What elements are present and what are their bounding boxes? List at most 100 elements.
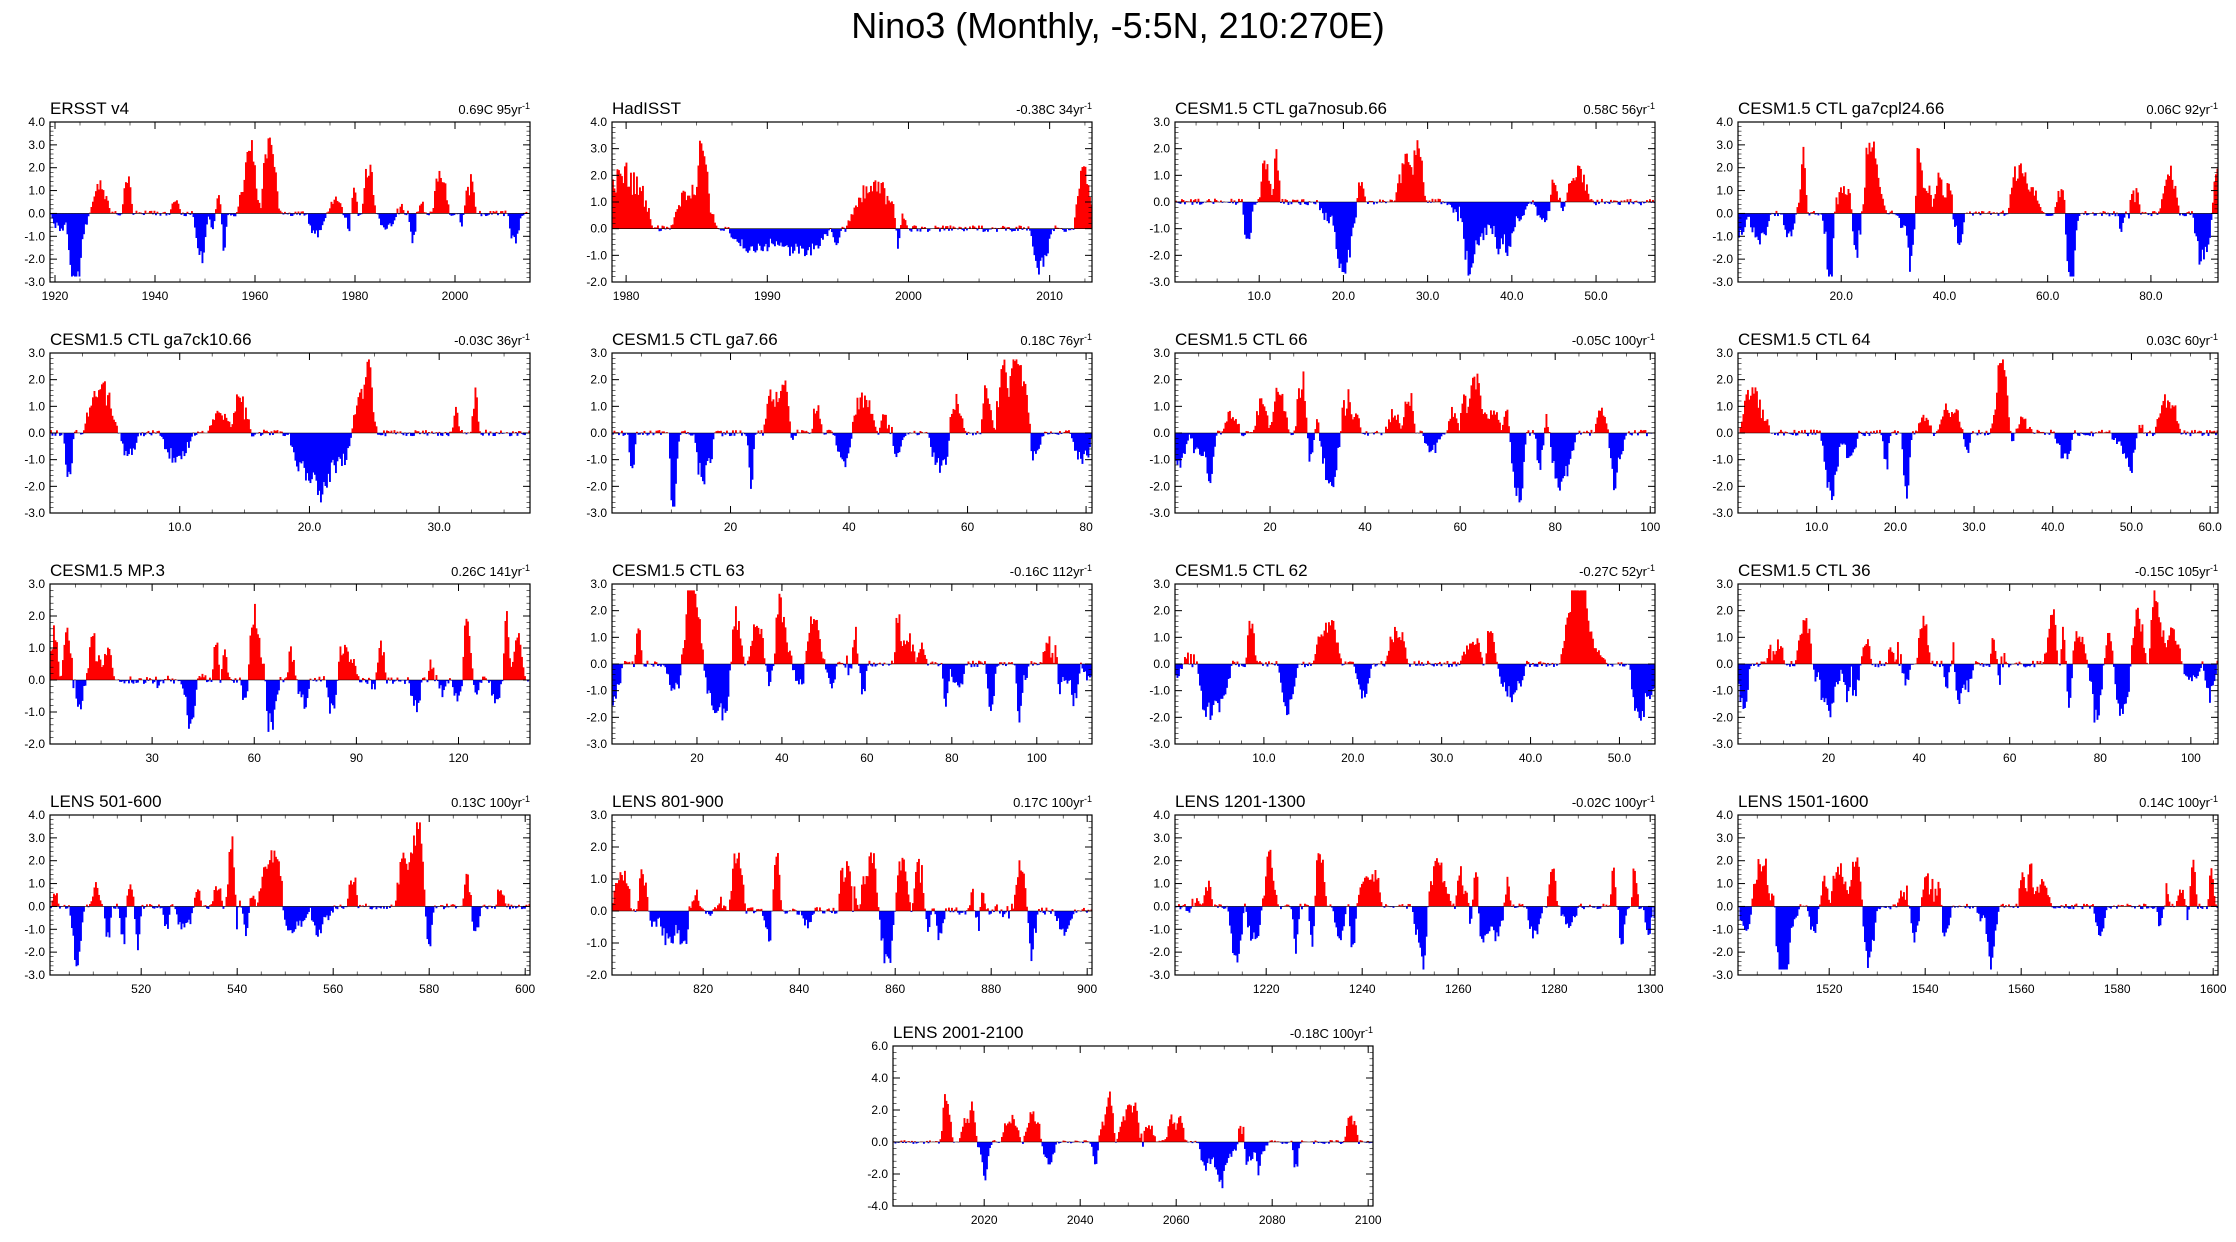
positive-bar — [1266, 415, 1269, 433]
negative-bar — [2150, 213, 2153, 217]
negative-bar — [1763, 213, 1766, 235]
negative-bar — [1524, 664, 1527, 667]
positive-bar — [954, 409, 956, 433]
negative-bar — [1829, 213, 1832, 275]
positive-bar — [2138, 204, 2141, 214]
negative-bar — [721, 228, 724, 231]
panel-3: 3.02.01.00.0-1.0-2.0-3.010.0 20.0 30.0 40.0… — [1149, 99, 1656, 303]
negative-bar — [1296, 664, 1299, 669]
negative-bar — [1175, 664, 1177, 676]
positive-bar — [786, 642, 788, 664]
negative-bar — [315, 433, 318, 481]
negative-bar — [844, 664, 847, 668]
negative-bar — [1030, 433, 1033, 452]
positive-bar — [186, 211, 189, 214]
negative-bar — [1072, 664, 1075, 707]
negative-bar — [1226, 664, 1228, 688]
positive-bar — [768, 395, 770, 433]
negative-bar — [759, 433, 761, 434]
negative-bar — [1211, 433, 1213, 474]
negative-bar — [1310, 433, 1312, 455]
negative-bar — [933, 433, 935, 453]
negative-bar — [813, 228, 815, 250]
positive-bar — [171, 678, 174, 680]
positive-bar — [1491, 633, 1494, 664]
negative-bar — [669, 433, 671, 459]
positive-bar — [1284, 199, 1287, 202]
negative-bar — [77, 213, 79, 272]
panel-title: CESM1.5 CTL ga7.66 — [612, 330, 778, 349]
positive-bar — [423, 212, 426, 214]
positive-bar — [688, 195, 691, 229]
negative-bar — [2005, 213, 2007, 215]
positive-bar — [1359, 427, 1362, 433]
negative-bar — [1562, 202, 1564, 212]
positive-bar — [732, 430, 734, 433]
positive-bar — [386, 430, 388, 433]
negative-bar — [1349, 202, 1351, 258]
negative-bar — [1242, 664, 1245, 667]
negative-bar — [1835, 433, 1838, 472]
panel-8: 3.02.01.00.0-1.0-2.0-3.010.0 20.0 30.0 40.0… — [1712, 330, 2222, 534]
positive-bar — [1452, 661, 1455, 664]
negative-bar — [1526, 202, 1528, 207]
negative-bar — [1223, 664, 1225, 696]
negative-bar — [306, 680, 309, 699]
negative-bar — [948, 664, 950, 682]
positive-bar — [694, 195, 697, 229]
positive-bar — [1400, 183, 1402, 202]
positive-bar — [1868, 142, 1871, 214]
negative-bar — [1206, 664, 1209, 707]
positive-bar — [1059, 431, 1061, 433]
positive-bar — [682, 648, 685, 664]
negative-bar — [1299, 202, 1302, 205]
negative-bar — [1024, 664, 1027, 680]
y-tick-label: 0.0 — [1153, 195, 1170, 209]
negative-bar — [1611, 202, 1614, 203]
negative-bar — [1196, 202, 1198, 204]
negative-bar — [348, 433, 351, 447]
negative-bar — [282, 433, 285, 436]
positive-bar — [363, 678, 366, 680]
positive-bar — [1595, 423, 1597, 433]
negative-bar — [1780, 213, 1782, 215]
negative-bar — [1367, 433, 1369, 436]
negative-bar — [1539, 202, 1542, 218]
positive-bar — [1350, 661, 1353, 664]
positive-bar — [236, 212, 238, 214]
negative-bar — [1652, 664, 1654, 690]
negative-bar — [2093, 213, 2096, 216]
positive-bar — [114, 211, 117, 214]
positive-bar — [1074, 217, 1076, 229]
negative-bar — [297, 433, 300, 472]
positive-bar — [1403, 164, 1405, 202]
negative-bar — [1290, 433, 1293, 436]
negative-bar — [1266, 664, 1269, 667]
positive-bar — [1885, 210, 1887, 214]
x-tick-label: 20 — [690, 751, 704, 765]
positive-bar — [428, 432, 430, 433]
positive-bar — [1400, 640, 1402, 664]
positive-bar — [2167, 400, 2169, 433]
negative-bar — [74, 213, 76, 277]
positive-bar — [2174, 405, 2177, 433]
negative-bar — [904, 433, 907, 437]
positive-bar — [519, 431, 522, 433]
positive-bar — [1577, 165, 1579, 202]
negative-bar — [182, 433, 184, 452]
x-tick-label: 20 — [724, 520, 738, 534]
negative-bar — [724, 664, 727, 713]
positive-bar — [263, 429, 265, 433]
positive-bar — [709, 212, 712, 229]
negative-bar — [951, 228, 953, 231]
positive-bar — [1391, 199, 1393, 202]
positive-bar — [720, 430, 722, 433]
positive-bar — [114, 421, 117, 433]
positive-bar — [116, 425, 118, 433]
positive-bar — [2212, 202, 2214, 214]
negative-bar — [622, 433, 625, 436]
negative-bar — [835, 664, 838, 667]
positive-bar — [240, 401, 243, 433]
negative-bar — [498, 433, 501, 435]
negative-bar — [1320, 202, 1323, 209]
